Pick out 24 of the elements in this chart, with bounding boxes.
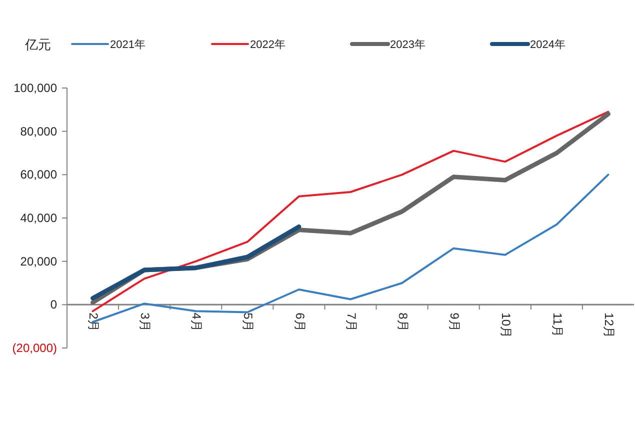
y-tick-label: 100,000 — [14, 81, 58, 95]
x-tick-label: 8月 — [396, 312, 410, 332]
x-tick-label: 12月 — [602, 312, 616, 338]
x-tick-label: 3月 — [138, 312, 152, 332]
x-tick-label: 11月 — [550, 312, 565, 338]
line-series — [90, 224, 302, 300]
x-tick-label: 10月 — [498, 312, 513, 338]
x-tick-label: 4月 — [190, 312, 204, 332]
x-tick-label: 9月 — [447, 312, 462, 332]
legend-label: 2021年 — [110, 39, 146, 51]
x-tick-label: 6月 — [292, 312, 307, 332]
y-tick-label: (20,000) — [12, 341, 57, 355]
x-tick-label: 7月 — [344, 312, 358, 332]
legend-label: 2022年 — [250, 39, 286, 51]
y-tick-label: 80,000 — [20, 124, 58, 138]
legend-label: 2024年 — [530, 39, 566, 51]
y-tick-label: 40,000 — [20, 211, 58, 225]
legend-label: 2023年 — [390, 39, 426, 51]
y-tick-label: 60,000 — [20, 168, 58, 182]
y-tick-label: 20,000 — [20, 254, 58, 268]
y-tick-label: 0 — [50, 298, 58, 312]
x-tick-label: 2月 — [86, 312, 101, 332]
y-axis-title: 亿元 — [24, 37, 51, 52]
x-tick-label: 5月 — [241, 312, 256, 332]
